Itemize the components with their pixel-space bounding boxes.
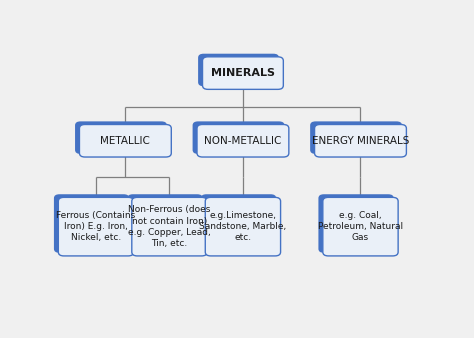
FancyBboxPatch shape xyxy=(202,57,283,89)
FancyBboxPatch shape xyxy=(315,124,406,157)
FancyBboxPatch shape xyxy=(54,194,129,253)
FancyBboxPatch shape xyxy=(75,121,167,154)
FancyBboxPatch shape xyxy=(198,54,279,86)
FancyBboxPatch shape xyxy=(201,194,276,253)
FancyBboxPatch shape xyxy=(132,197,207,256)
FancyBboxPatch shape xyxy=(319,194,394,253)
FancyBboxPatch shape xyxy=(323,197,398,256)
Text: METALLIC: METALLIC xyxy=(100,136,150,146)
FancyBboxPatch shape xyxy=(58,197,134,256)
Text: NON-METALLIC: NON-METALLIC xyxy=(204,136,282,146)
Text: e.g. Coal,
Petroleum, Natural
Gas: e.g. Coal, Petroleum, Natural Gas xyxy=(318,211,403,242)
FancyBboxPatch shape xyxy=(192,121,284,154)
Text: Ferrous (Contains
Iron) E.g. Iron,
Nickel, etc.: Ferrous (Contains Iron) E.g. Iron, Nicke… xyxy=(56,211,136,242)
Text: ENERGY MINERALS: ENERGY MINERALS xyxy=(312,136,409,146)
FancyBboxPatch shape xyxy=(205,197,281,256)
FancyBboxPatch shape xyxy=(128,194,203,253)
FancyBboxPatch shape xyxy=(197,124,289,157)
FancyBboxPatch shape xyxy=(80,124,171,157)
Text: e.g.Limestone,
Sandstone, Marble,
etc.: e.g.Limestone, Sandstone, Marble, etc. xyxy=(199,211,287,242)
Text: Non-Ferrous (does
not contain Iron)
e.g. Copper, Lead,
Tin, etc.: Non-Ferrous (does not contain Iron) e.g.… xyxy=(128,206,211,248)
FancyBboxPatch shape xyxy=(310,121,402,154)
Text: MINERALS: MINERALS xyxy=(211,68,275,78)
